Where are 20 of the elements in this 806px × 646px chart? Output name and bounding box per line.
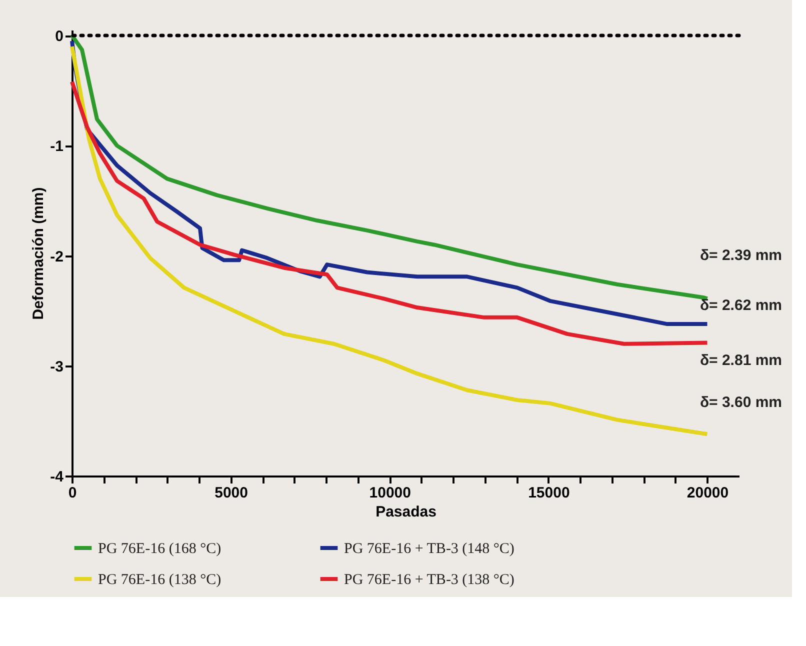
- y-tick-label: -2: [50, 248, 64, 266]
- x-axis-title: Pasadas: [376, 504, 436, 520]
- annotation: δ= 2.39 mm: [700, 247, 782, 264]
- y-tick-label: -3: [50, 358, 64, 376]
- annotation: δ= 2.62 mm: [700, 297, 782, 314]
- x-tick-label: 5000: [214, 484, 248, 502]
- x-tick-label: 15000: [528, 484, 570, 502]
- y-tick-label: -1: [50, 138, 64, 156]
- annotation: δ= 3.60 mm: [700, 394, 782, 411]
- y-tick-label: 0: [55, 28, 64, 46]
- legend-label: PG 76E-16 (168 °C): [98, 541, 222, 557]
- x-tick-label: 0: [68, 484, 77, 502]
- x-tick-label: 20000: [686, 484, 729, 502]
- legend-label: PG 76E-16 (138 °C): [98, 572, 222, 588]
- annotation: δ= 2.81 mm: [700, 352, 782, 369]
- y-axis-title: Deformación (mm): [30, 187, 48, 320]
- y-tick-label: -4: [50, 468, 64, 486]
- x-tick-label: 10000: [369, 484, 411, 502]
- legend-label: PG 76E-16 + TB-3 (138 °C): [344, 572, 514, 588]
- legend-label: PG 76E-16 + TB-3 (148 °C): [344, 541, 514, 557]
